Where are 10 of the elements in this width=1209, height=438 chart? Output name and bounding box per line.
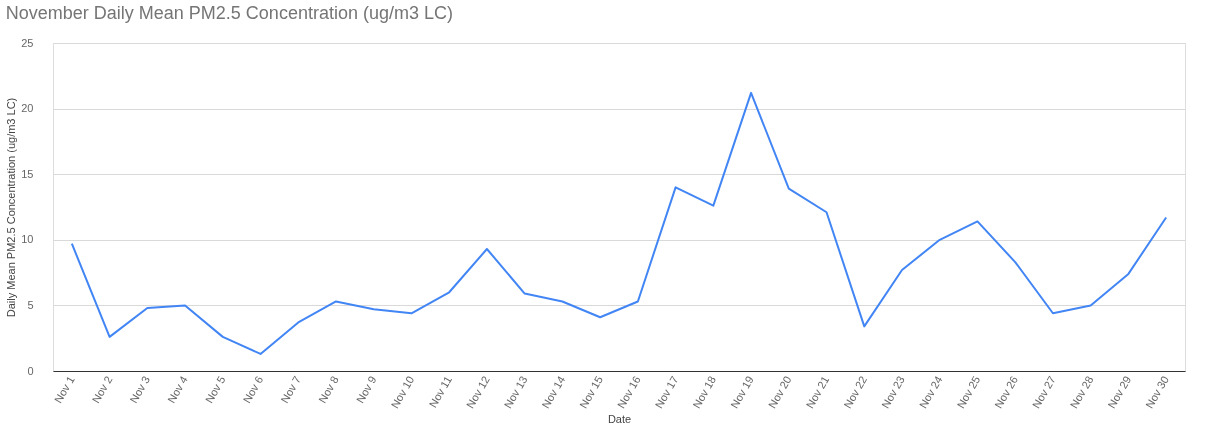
y-tick-label: 5 (27, 298, 34, 311)
chart-title: November Daily Mean PM2.5 Concentration (ug/m3 LC) (5, 3, 453, 23)
y-tick-label: 10 (21, 233, 34, 246)
y-tick-label: 20 (21, 102, 34, 115)
x-axis-title: Date (607, 413, 632, 426)
line-series (70, 91, 1168, 355)
y-tick-label: 25 (21, 36, 34, 49)
y-tick-label: 15 (21, 167, 34, 180)
y-tick-label: 0 (27, 364, 34, 377)
y-axis-title: Daily Mean PM2.5 Concentration (ug/m3 LC) (5, 97, 18, 318)
